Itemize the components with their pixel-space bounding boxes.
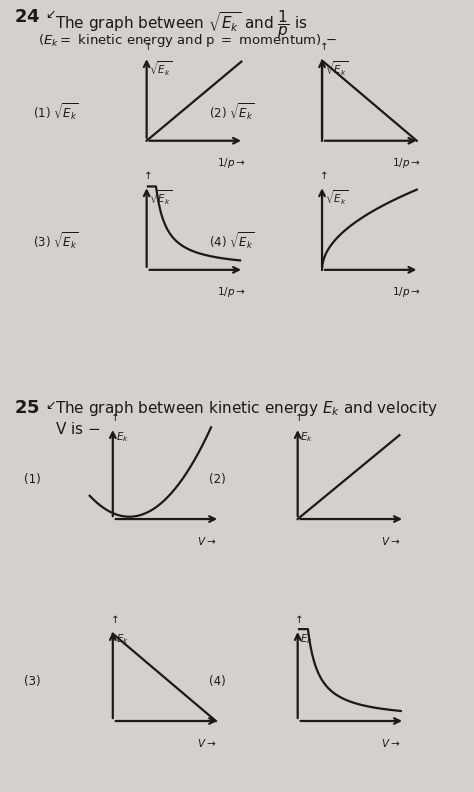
Text: The graph between kinetic energy $E_k$ and velocity: The graph between kinetic energy $E_k$ a… [55,399,438,418]
Text: (3) $\sqrt{E_k}$: (3) $\sqrt{E_k}$ [33,230,79,251]
Text: $\uparrow$: $\uparrow$ [108,410,118,423]
Text: $E_k$: $E_k$ [301,431,313,444]
Text: (1) $\sqrt{E_k}$: (1) $\sqrt{E_k}$ [33,101,79,122]
Text: $\mathbf{24}$: $\mathbf{24}$ [14,8,40,26]
Text: $\swarrow$: $\swarrow$ [43,399,56,412]
Text: $V\rightarrow$: $V\rightarrow$ [197,737,216,749]
Text: (4): (4) [209,676,225,688]
Text: $\sqrt{E_k}$: $\sqrt{E_k}$ [325,188,348,207]
Text: $1/p\rightarrow$: $1/p\rightarrow$ [392,285,421,299]
Text: $V\rightarrow$: $V\rightarrow$ [197,535,216,547]
Text: $\swarrow$: $\swarrow$ [43,8,56,21]
Text: $\uparrow$: $\uparrow$ [141,40,152,52]
Text: $E_k$: $E_k$ [116,633,128,646]
Text: $\uparrow$: $\uparrow$ [292,410,303,423]
Text: $1/p\rightarrow$: $1/p\rightarrow$ [392,156,421,169]
Text: $V\rightarrow$: $V\rightarrow$ [382,737,401,749]
Text: $1/p\rightarrow$: $1/p\rightarrow$ [217,285,246,299]
Text: $\uparrow$: $\uparrow$ [141,169,152,181]
Text: (2) $\sqrt{E_k}$: (2) $\sqrt{E_k}$ [209,101,255,122]
Text: (2): (2) [209,474,225,486]
Text: $E_k$: $E_k$ [116,431,128,444]
Text: $V\rightarrow$: $V\rightarrow$ [382,535,401,547]
Text: The graph between $\sqrt{E_k}$ and $\dfrac{1}{p}$ is: The graph between $\sqrt{E_k}$ and $\dfr… [55,8,307,40]
Text: $\uparrow$: $\uparrow$ [108,612,118,625]
Text: $\sqrt{E_k}$: $\sqrt{E_k}$ [325,59,348,78]
Text: $\sqrt{E_k}$: $\sqrt{E_k}$ [149,59,173,78]
Text: $\uparrow$: $\uparrow$ [317,40,328,52]
Text: (1): (1) [24,474,40,486]
Text: $1/p\rightarrow$: $1/p\rightarrow$ [217,156,246,169]
Text: (4) $\sqrt{E_k}$: (4) $\sqrt{E_k}$ [209,230,255,251]
Text: (3): (3) [24,676,40,688]
Text: $\sqrt{E_k}$: $\sqrt{E_k}$ [149,188,173,207]
Text: $\mathbf{25}$: $\mathbf{25}$ [14,399,40,417]
Text: $\uparrow$: $\uparrow$ [292,612,303,625]
Text: V is $-$: V is $-$ [55,421,100,437]
Text: $E_k$: $E_k$ [301,633,313,646]
Text: $(E_k =$ kinetic energy and p $=$ momentum) $-$: $(E_k =$ kinetic energy and p $=$ moment… [38,32,337,48]
Text: $\uparrow$: $\uparrow$ [317,169,328,181]
